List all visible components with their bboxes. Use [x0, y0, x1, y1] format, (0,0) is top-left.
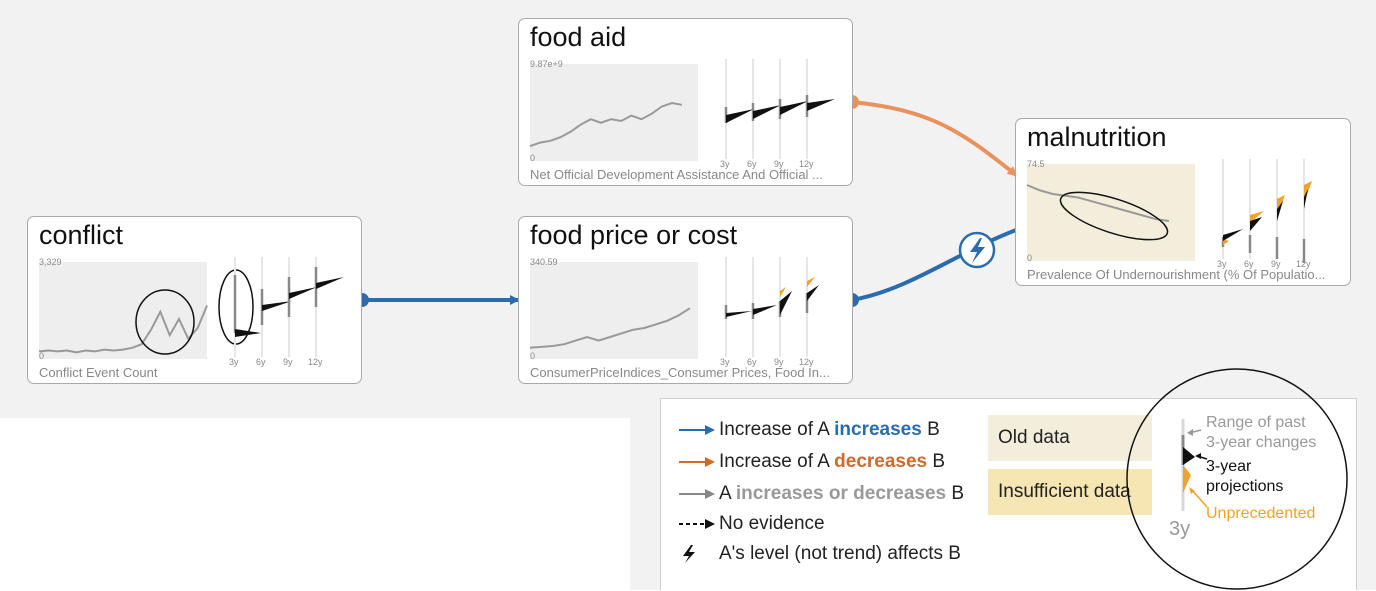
legend-either: A increases or decreases B: [679, 483, 964, 505]
indicator-name: Conflict Event Count: [39, 365, 158, 380]
y-min-label: 0: [1027, 253, 1033, 263]
horizon-flag-3: [1302, 159, 1312, 263]
blue-arrow-icon: [679, 425, 715, 435]
horizon-flag-0: [724, 59, 754, 159]
history-polyline: [38, 305, 208, 354]
indicator-name: Net Official Development Assistance And …: [530, 167, 823, 182]
lightning-icon: [683, 545, 695, 563]
horizon-label: 9y: [1271, 259, 1281, 269]
horizon-flag-2: [778, 257, 792, 357]
horizon-label: 12y: [308, 357, 323, 367]
y-max-label: 340.59: [530, 257, 558, 267]
y-min-label: 0: [530, 351, 536, 361]
horizon-label: 3y: [720, 357, 730, 367]
projection-flags: [233, 257, 344, 357]
horizon-label: 12y: [799, 357, 814, 367]
horizon-label: 6y: [256, 357, 266, 367]
node-malnutrition[interactable]: malnutrition 74.5 0 3y 6y 9y 12y Prevale…: [1015, 118, 1351, 286]
horizon-flag-3: [805, 257, 819, 357]
horizon-label: 6y: [747, 357, 757, 367]
key-range-past: Range of past: [1206, 414, 1306, 431]
dashed-arrow-icon: [679, 519, 715, 529]
horizon-flag-2: [287, 257, 317, 357]
gray-arrow-icon: [679, 489, 715, 499]
horizon-label: 9y: [774, 357, 784, 367]
horizon-label: 6y: [747, 159, 757, 169]
key-horizon: 3y: [1169, 518, 1191, 540]
horizon-flag-1: [1248, 159, 1264, 259]
node-title: food aid: [530, 22, 627, 52]
horizon-flag-0: [1221, 159, 1243, 259]
history-line: [38, 305, 208, 354]
y-max-label: 3,329: [39, 257, 62, 267]
horizon-flag-1: [751, 59, 781, 159]
horizon-flag-0: [724, 257, 752, 357]
horizon-label: 6y: [1244, 259, 1254, 269]
key-unprecedented: Unprecedented: [1206, 505, 1316, 522]
projection-flags: [724, 59, 835, 159]
horizon-flag-0: [233, 257, 261, 357]
history-line: [529, 307, 691, 349]
horizon-flag-1: [751, 257, 777, 357]
y-min-label: 0: [39, 351, 45, 361]
horizon-label: 9y: [283, 357, 293, 367]
history-polyline: [529, 101, 683, 148]
history-line: [529, 101, 683, 148]
indicator-name: ConsumerPriceIndices_Consumer Prices, Fo…: [530, 365, 830, 380]
history-chart: [39, 262, 207, 359]
horizon-label: 9y: [774, 159, 784, 169]
horizon-flag-2: [778, 59, 808, 159]
history-polyline: [529, 307, 691, 349]
indicator-name: Prevalence Of Undernourishment (% Of Pop…: [1027, 267, 1326, 282]
key-projections: 3-year: [1206, 458, 1252, 475]
old-data-swatch: Old data: [988, 415, 1152, 461]
legend-decrease: Increase of A decreases B: [679, 451, 945, 473]
history-chart: [1027, 164, 1195, 261]
projection-flags: [724, 257, 819, 357]
legend-panel: Increase of A increases B Increase of A …: [660, 368, 1357, 590]
horizon-label: 12y: [1296, 259, 1311, 269]
horizon-flag-3: [805, 59, 835, 159]
horizon-flag-1: [260, 257, 292, 357]
y-max-label: 74.5: [1027, 159, 1045, 169]
history-polyline: [1026, 184, 1170, 222]
y-max-label: 9.87e+9: [530, 59, 563, 69]
flag-key-diagram: [1126, 368, 1348, 590]
horizon-label: 3y: [229, 357, 239, 367]
highlight-circle: [1059, 191, 1169, 241]
horizon-label: 3y: [720, 159, 730, 169]
horizon-flag-2: [1275, 159, 1285, 259]
legend-level: A's level (not trend) affects B: [679, 543, 961, 565]
node-title: malnutrition: [1027, 122, 1167, 152]
key-range-past-2: 3-year changes: [1206, 434, 1317, 451]
node-title: conflict: [39, 220, 124, 250]
y-min-label: 0: [530, 153, 536, 163]
legend-no-evidence: No evidence: [679, 513, 825, 535]
node-title: food price or cost: [530, 220, 738, 250]
legend-increase: Increase of A increases B: [679, 419, 940, 441]
node-conflict[interactable]: conflict 3,329 0 3y 6y 9y 12y Conflict E…: [27, 216, 362, 384]
horizon-label: 3y: [1217, 259, 1227, 269]
history-line: [1026, 184, 1170, 222]
node-food-aid[interactable]: food aid 9.87e+9 0 3y 6y 9y 12y Net Offi…: [518, 18, 853, 186]
projection-flags: [1221, 159, 1312, 263]
key-projections-2: projections: [1206, 478, 1284, 495]
horizon-label: 12y: [799, 159, 814, 169]
insufficient-data-swatch: Insufficient data: [988, 469, 1152, 515]
history-chart: [530, 64, 698, 161]
orange-arrow-icon: [679, 457, 715, 467]
node-food-price[interactable]: food price or cost 340.59 0 3y 6y 9y 12y…: [518, 216, 853, 384]
history-chart: [530, 262, 698, 359]
horizon-flag-3: [314, 257, 344, 357]
